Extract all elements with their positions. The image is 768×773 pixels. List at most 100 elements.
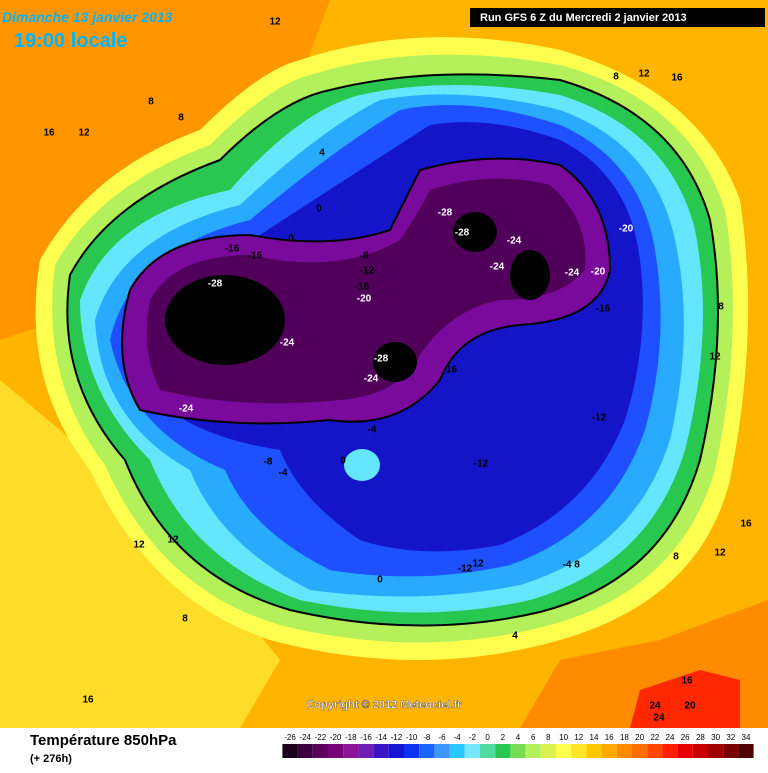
run-label: Run GFS 6 Z du Mercredi 2 janvier 2013 [480, 12, 687, 24]
legend-swatch [328, 744, 344, 758]
contour-label: -16 [596, 304, 611, 315]
contour-label: 0 [340, 456, 346, 467]
legend-swatch [571, 744, 587, 758]
contour-label: 12 [714, 548, 726, 559]
contour-label: -28 [374, 354, 389, 365]
contour-label: -12 [474, 459, 489, 470]
legend-swatch [297, 744, 313, 758]
contour-label: 16 [740, 519, 752, 530]
contour-label: 12 [133, 540, 145, 551]
legend-swatch [419, 744, 435, 758]
legend-swatch [449, 744, 465, 758]
legend-swatch [692, 744, 708, 758]
contour-label: -16 [443, 365, 458, 376]
legend-label: 10 [559, 733, 568, 742]
contour-label: 0 [288, 234, 294, 245]
legend-label: -12 [391, 733, 403, 742]
contour-label: 8 [148, 97, 154, 108]
legend-label: 34 [742, 733, 751, 742]
contour-label: 12 [638, 69, 650, 80]
contour-label: 16 [671, 73, 683, 84]
legend-swatch [343, 744, 359, 758]
legend-label: -2 [469, 733, 477, 742]
legend-swatch [647, 744, 663, 758]
legend-label: -20 [330, 733, 342, 742]
cold-core [373, 342, 417, 382]
contour-label: -20 [357, 294, 372, 305]
legend-label: -6 [438, 733, 446, 742]
legend-swatch [677, 744, 693, 758]
contour-label: -20 [619, 224, 634, 235]
contour-label: -4 [279, 468, 288, 479]
contour-label: -12 [360, 266, 375, 277]
contour-label: 8 [574, 560, 580, 571]
contour-label: -12 [458, 564, 473, 575]
contour-label: 16 [681, 676, 693, 687]
contour-label: -16 [248, 251, 263, 262]
contour-label: 12 [78, 128, 90, 139]
contour-label: -24 [565, 268, 580, 279]
legend-label: -8 [423, 733, 431, 742]
legend-label: 0 [485, 733, 490, 742]
legend-label: 2 [501, 733, 506, 742]
legend-swatch [404, 744, 420, 758]
contour-label: -28 [455, 228, 470, 239]
legend-label: 32 [726, 733, 735, 742]
contour-label: 8 [178, 113, 184, 124]
contour-label: -4 [368, 425, 377, 436]
legend-swatch [708, 744, 724, 758]
legend-label: -26 [284, 733, 296, 742]
legend-label: -10 [406, 733, 418, 742]
legend-label: 18 [620, 733, 629, 742]
contour-label: -16 [225, 244, 240, 255]
legend-label: 8 [546, 733, 551, 742]
legend-swatch [510, 744, 526, 758]
contour-label: 12 [472, 559, 484, 570]
contour-label: 12 [269, 17, 281, 28]
legend-label: -18 [345, 733, 357, 742]
contour-label: 24 [649, 701, 661, 712]
contour-label: 12 [709, 352, 721, 363]
legend-label: -24 [299, 733, 311, 742]
legend-swatch [723, 744, 739, 758]
legend-swatch [586, 744, 602, 758]
isotherm [121, 157, 612, 425]
legend-swatch [358, 744, 374, 758]
legend-label: 6 [531, 733, 536, 742]
legend-swatch [480, 744, 496, 758]
legend-label: 20 [635, 733, 644, 742]
contour-label: -24 [364, 374, 379, 385]
contour-label: 4 [319, 148, 325, 159]
contour-label: 8 [718, 302, 724, 313]
footer-lead: (+ 276h) [30, 753, 72, 765]
legend-label: -16 [360, 733, 372, 742]
contour-label: -24 [280, 338, 295, 349]
contour-label: -24 [490, 262, 505, 273]
cold-core [165, 275, 285, 365]
warm-area [0, 380, 280, 728]
legend-swatch [616, 744, 632, 758]
legend-swatch [556, 744, 572, 758]
contour-label: -24 [179, 404, 194, 415]
cold-core [453, 212, 497, 252]
contour-band [344, 449, 380, 481]
contour-label: 8 [182, 614, 188, 625]
legend-label: 22 [650, 733, 659, 742]
date-label: Dimanche 13 janvier 2013 [2, 9, 173, 25]
contour-label: -12 [592, 413, 607, 424]
legend-swatch [632, 744, 648, 758]
contour-label: -4 [563, 560, 572, 571]
copyright: Copyright © 2012 Meteociel.fr [307, 699, 463, 711]
legend-swatch [495, 744, 511, 758]
contour-label: 0 [377, 575, 383, 586]
legend-label: -4 [454, 733, 462, 742]
legend-label: 28 [696, 733, 705, 742]
legend-label: 30 [711, 733, 720, 742]
legend-swatch [738, 744, 754, 758]
contour-label: 8 [673, 552, 679, 563]
time-label: 19:00 locale [14, 30, 127, 52]
legend-swatch [525, 744, 541, 758]
legend-label: 24 [666, 733, 675, 742]
contour-label: -28 [208, 279, 223, 290]
legend-label: 16 [605, 733, 614, 742]
